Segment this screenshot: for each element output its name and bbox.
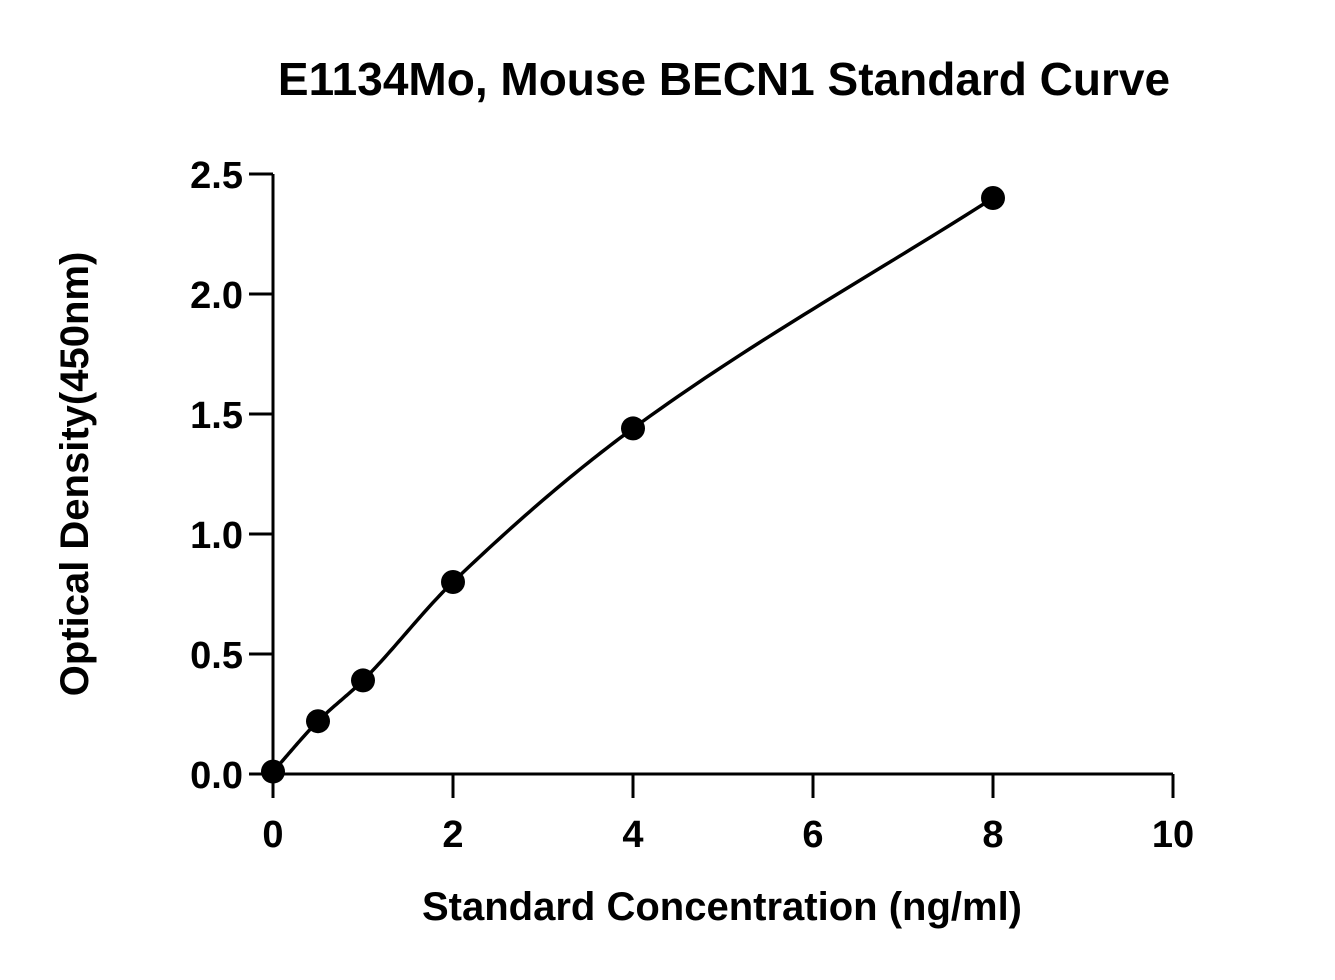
y-tick-label: 1.0 (190, 515, 243, 557)
x-tick-label: 6 (802, 814, 823, 856)
y-tick-label: 0.0 (190, 755, 243, 797)
data-point (441, 570, 465, 594)
y-axis-label: Optical Density(450nm) (53, 252, 97, 697)
chart-title: E1134Mo, Mouse BECN1 Standard Curve (278, 53, 1170, 105)
y-tick-label: 1.5 (190, 395, 243, 437)
y-tick-label: 2.5 (190, 155, 243, 197)
data-point (306, 709, 330, 734)
x-tick-label: 8 (982, 814, 1003, 856)
y-tick-label: 2.0 (190, 275, 243, 317)
fit-curve-layer (271, 196, 994, 773)
y-tick-label: 0.5 (190, 635, 243, 677)
fit-curve-line (271, 196, 994, 773)
x-tick-label: 0 (262, 814, 283, 856)
axes: 0.0 0.5 1.0 1.5 2.0 2.5 0 2 4 6 8 10 (190, 155, 1194, 856)
data-point (261, 759, 285, 784)
data-point (981, 186, 1005, 210)
x-axis-label: Standard Concentration (ng/ml) (422, 885, 1022, 929)
data-point (351, 668, 375, 693)
x-tick-label: 4 (622, 814, 643, 856)
x-tick-label: 2 (442, 814, 463, 856)
x-tick-label: 10 (1152, 814, 1194, 856)
data-points (261, 186, 1005, 784)
data-point (621, 416, 645, 441)
